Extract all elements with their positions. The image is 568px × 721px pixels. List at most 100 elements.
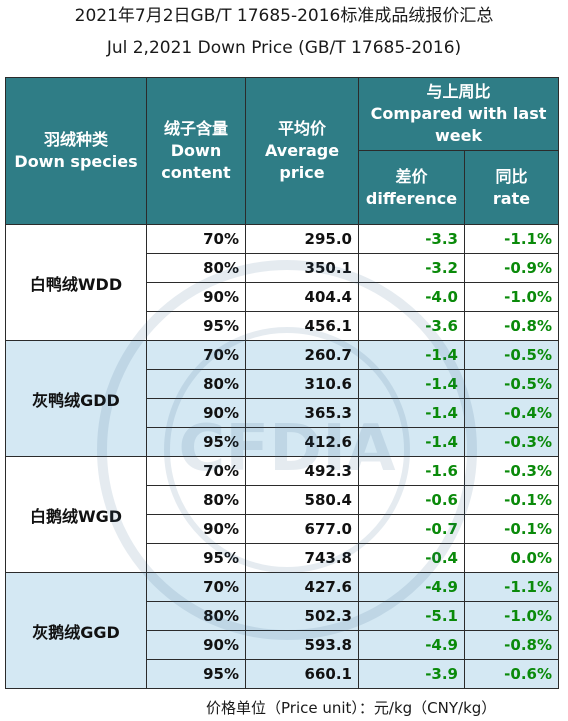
header-species-en: Down species xyxy=(14,152,138,171)
table-row: 80% 580.4 -0.6 -0.1% xyxy=(6,485,559,515)
price-cell: 580.4 xyxy=(245,485,359,515)
header-price-en-1: Average xyxy=(264,141,340,160)
rate-cell: -0.8% xyxy=(464,630,559,660)
difference-cell: -0.4 xyxy=(358,543,465,573)
rate-cell: -0.4% xyxy=(464,398,559,428)
price-cell: 492.3 xyxy=(245,456,359,486)
table-row: 80% 350.1 -3.2 -0.9% xyxy=(6,253,559,283)
difference-cell: -1.6 xyxy=(358,456,465,486)
species-cell: 白鸭绒WDD xyxy=(5,224,147,341)
price-table-body: 羽绒种类 Down species 绒子含量 Down content 平均价 … xyxy=(5,77,559,689)
content-cell: 70% xyxy=(146,572,246,602)
difference-cell: -3.3 xyxy=(358,224,465,254)
table-row: 95% 456.1 -3.6 -0.8% xyxy=(6,311,559,341)
header-price: 平均价 Average price xyxy=(245,77,359,225)
table-row: 80% 502.3 -5.1 -1.0% xyxy=(6,601,559,631)
header-price-en-2: price xyxy=(279,163,325,182)
rate-cell: -1.1% xyxy=(464,572,559,602)
header-compare-en-2: week xyxy=(434,126,483,145)
species-cell: 灰鹅绒GGD xyxy=(5,572,147,689)
difference-cell: -4.9 xyxy=(358,572,465,602)
rate-cell: -0.1% xyxy=(464,514,559,544)
content-cell: 90% xyxy=(146,282,246,312)
difference-cell: -3.6 xyxy=(358,311,465,341)
down-price-table: 羽绒种类 Down species 绒子含量 Down content 平均价 … xyxy=(5,77,559,689)
difference-cell: -1.4 xyxy=(358,340,465,370)
content-cell: 80% xyxy=(146,485,246,515)
price-cell: 310.6 xyxy=(245,369,359,399)
content-cell: 70% xyxy=(146,340,246,370)
price-cell: 456.1 xyxy=(245,311,359,341)
content-cell: 95% xyxy=(146,543,246,573)
rate-cell: -1.0% xyxy=(464,601,559,631)
price-cell: 677.0 xyxy=(245,514,359,544)
price-cell: 743.8 xyxy=(245,543,359,573)
content-cell: 90% xyxy=(146,630,246,660)
header-price-cn: 平均价 xyxy=(277,119,326,138)
table-row: 灰鹅绒GGD 70% 427.6 -4.9 -1.1% xyxy=(5,572,559,689)
rate-cell: -0.5% xyxy=(464,340,559,370)
content-cell: 70% xyxy=(146,224,246,254)
rate-cell: -0.1% xyxy=(464,485,559,515)
content-cell: 80% xyxy=(146,253,246,283)
price-cell: 260.7 xyxy=(245,340,359,370)
header-species: 羽绒种类 Down species xyxy=(5,77,147,225)
table-row: 95% 743.8 -0.4 0.0% xyxy=(6,543,559,573)
header-content-en-1: Down xyxy=(170,141,222,160)
header-rate: 同比 rate xyxy=(464,150,559,225)
difference-cell: -0.7 xyxy=(358,514,465,544)
header-diff-cn: 差价 xyxy=(395,166,428,186)
header-diff-en: difference xyxy=(365,188,458,208)
table-row: 90% 677.0 -0.7 -0.1% xyxy=(6,514,559,544)
difference-cell: -4.9 xyxy=(358,630,465,660)
price-cell: 295.0 xyxy=(245,224,359,254)
page-title-chinese: 2021年7月2日GB/T 17685-2016标准成品绒报价汇总 xyxy=(74,6,494,26)
header-content: 绒子含量 Down content xyxy=(146,77,246,225)
table-row: 95% 412.6 -1.4 -0.3% xyxy=(6,427,559,457)
difference-cell: -1.4 xyxy=(358,427,465,457)
price-cell: 502.3 xyxy=(245,601,359,631)
price-cell: 404.4 xyxy=(245,282,359,312)
difference-cell: -4.0 xyxy=(358,282,465,312)
content-cell: 95% xyxy=(146,311,246,341)
header-rate-cn: 同比 xyxy=(495,166,528,186)
rate-cell: -0.3% xyxy=(464,427,559,457)
header-content-en-2: content xyxy=(161,163,231,182)
price-cell: 412.6 xyxy=(245,427,359,457)
table-row: 95% 660.1 -3.9 -0.6% xyxy=(6,659,559,689)
table-row: 90% 365.3 -1.4 -0.4% xyxy=(6,398,559,428)
table-row: 80% 310.6 -1.4 -0.5% xyxy=(6,369,559,399)
table-row: 90% 404.4 -4.0 -1.0% xyxy=(6,282,559,312)
difference-cell: -0.6 xyxy=(358,485,465,515)
difference-cell: -3.9 xyxy=(358,659,465,689)
content-cell: 95% xyxy=(146,427,246,457)
content-cell: 70% xyxy=(146,456,246,486)
header-difference: 差价 difference xyxy=(358,150,465,225)
table-row: 白鹅绒WGD 70% 492.3 -1.6 -0.3% xyxy=(5,456,559,573)
price-cell: 427.6 xyxy=(245,572,359,602)
content-cell: 80% xyxy=(146,601,246,631)
rate-cell: -1.0% xyxy=(464,282,559,312)
difference-cell: -1.4 xyxy=(358,398,465,428)
difference-cell: -5.1 xyxy=(358,601,465,631)
header-content-cn: 绒子含量 xyxy=(163,119,228,138)
price-unit-note: 价格单位（Price unit）：元/kg（CNY/kg） xyxy=(206,699,497,717)
rate-cell: -0.8% xyxy=(464,311,559,341)
header-compare: 与上周比 Compared with last week xyxy=(358,77,559,151)
header-species-cn: 羽绒种类 xyxy=(43,130,108,149)
price-cell: 365.3 xyxy=(245,398,359,428)
header-compare-cn: 与上周比 xyxy=(426,82,491,101)
rate-cell: 0.0% xyxy=(464,543,559,573)
header-compare-en-1: Compared with last xyxy=(370,104,547,123)
price-cell: 593.8 xyxy=(245,630,359,660)
content-cell: 95% xyxy=(146,659,246,689)
content-cell: 90% xyxy=(146,398,246,428)
species-cell: 白鹅绒WGD xyxy=(5,456,147,573)
rate-cell: -0.3% xyxy=(464,456,559,486)
page-title-english: Jul 2,2021 Down Price (GB/T 17685-2016) xyxy=(106,38,462,58)
rate-cell: -0.6% xyxy=(464,659,559,689)
price-cell: 350.1 xyxy=(245,253,359,283)
rate-cell: -0.9% xyxy=(464,253,559,283)
content-cell: 80% xyxy=(146,369,246,399)
species-cell: 灰鸭绒GDD xyxy=(5,340,147,457)
